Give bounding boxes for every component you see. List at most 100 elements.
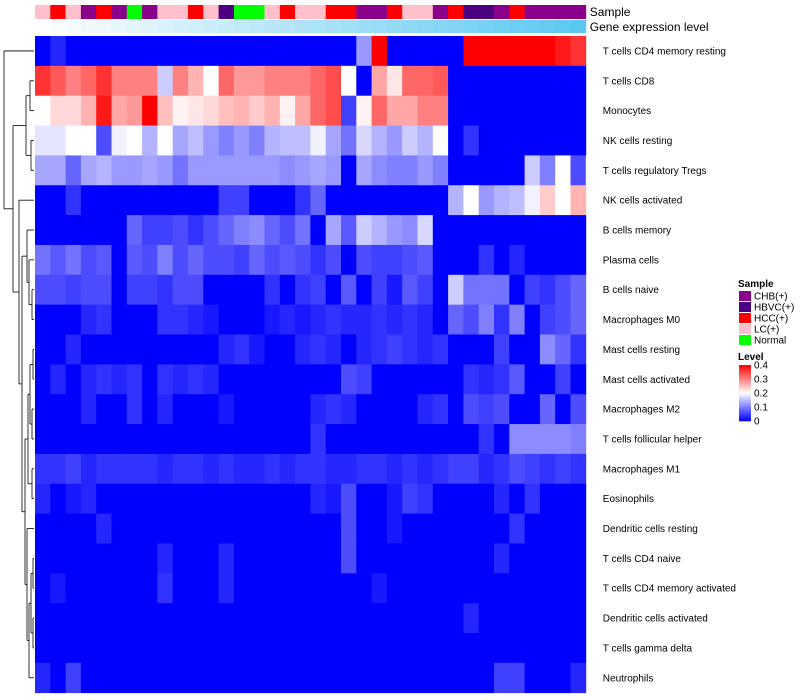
heatmap-cell — [65, 603, 82, 634]
heatmap-cell — [142, 573, 158, 604]
heatmap-cell — [341, 244, 357, 276]
sample-legend-label: HBVC(+) — [754, 303, 794, 314]
heatmap-cell — [524, 65, 541, 97]
heatmap-cell — [35, 125, 51, 156]
heatmap-cell — [478, 453, 495, 485]
heatmap-cell — [325, 543, 342, 574]
heatmap-cell — [35, 603, 51, 634]
heatmap-cell — [142, 36, 158, 67]
heatmap-cell — [157, 274, 174, 306]
heatmap-cell — [126, 244, 143, 276]
heatmap-cell — [524, 215, 541, 246]
heatmap-cell — [172, 573, 189, 604]
heatmap-cell — [509, 394, 525, 425]
heatmap-cell — [310, 424, 327, 455]
heatmap-cell — [279, 424, 296, 455]
heatmap-cell — [157, 573, 174, 604]
heatmap-cell — [371, 334, 388, 365]
heatmap-cell — [325, 483, 342, 514]
heatmap-cell — [356, 304, 372, 335]
row-label: Mast cells resting — [603, 345, 680, 356]
heatmap-cell — [402, 95, 418, 126]
heatmap-cell — [218, 125, 235, 156]
heatmap-cell — [371, 543, 388, 574]
heatmap-cell — [295, 603, 311, 634]
heatmap-cell — [126, 662, 143, 694]
heatmap-cell — [310, 185, 327, 216]
heatmap-cell — [494, 424, 510, 455]
row-label: T cells CD4 memory resting — [603, 46, 726, 57]
heatmap-cell — [494, 65, 510, 97]
heatmap-cell — [65, 125, 82, 156]
heatmap-cell — [188, 215, 204, 246]
heatmap-cell — [509, 603, 525, 634]
sample-annotation-cell — [111, 5, 128, 19]
heatmap-cell — [356, 244, 372, 276]
heatmap-cell — [402, 633, 418, 664]
heatmap-cell — [371, 304, 388, 335]
expression-annotation-cell — [126, 20, 143, 33]
heatmap-cell — [249, 304, 265, 335]
sample-annotation-cell — [188, 5, 204, 19]
sample-annotation-cell — [386, 5, 403, 19]
heatmap-cell — [555, 65, 571, 97]
heatmap-cell — [142, 424, 158, 455]
sample-annotation-cell — [295, 5, 311, 19]
heatmap-cell — [448, 334, 464, 365]
heatmap-cell — [463, 483, 480, 514]
sample-annotation-cell — [80, 5, 97, 19]
level-legend-tick: 0.2 — [754, 389, 768, 400]
heatmap-cell — [371, 244, 388, 276]
heatmap-cell — [142, 155, 158, 186]
level-gradient-segment — [739, 365, 751, 367]
heatmap-cell — [96, 95, 112, 126]
sample-annotation-cell — [264, 5, 281, 19]
heatmap-cell — [417, 573, 434, 604]
heatmap-cell — [111, 274, 128, 306]
heatmap-cell — [448, 364, 464, 395]
heatmap-cell — [50, 662, 66, 694]
heatmap-cell — [417, 244, 434, 276]
heatmap-cell — [371, 513, 388, 544]
level-gradient-segment — [739, 386, 751, 388]
heatmap-cell — [402, 513, 418, 544]
level-gradient-segment — [739, 370, 751, 373]
heatmap-cell — [539, 662, 556, 694]
heatmap-cell — [295, 185, 311, 216]
level-gradient-segment — [739, 379, 751, 381]
row-label: Plasma cells — [603, 255, 659, 266]
heatmap-cell — [203, 95, 219, 126]
heatmap-cell — [539, 125, 556, 156]
heatmap-cell — [65, 633, 82, 664]
sample-annotation-cell — [325, 5, 342, 19]
heatmap-cell — [218, 662, 235, 694]
heatmap-cell — [50, 304, 66, 335]
heatmap-cell — [325, 424, 342, 455]
heatmap-cell — [310, 513, 327, 544]
heatmap-cell — [126, 603, 143, 634]
heatmap-cell — [570, 513, 587, 544]
heatmap-cell — [80, 125, 97, 156]
heatmap-cell — [463, 394, 480, 425]
heatmap-cell — [478, 662, 495, 694]
heatmap-cell — [218, 274, 235, 306]
heatmap-cell — [50, 603, 66, 634]
level-gradient-segment — [739, 401, 751, 404]
heatmap-cell — [417, 424, 434, 455]
heatmap-cell — [249, 483, 265, 514]
heatmap-cell — [448, 543, 464, 574]
heatmap-cell — [218, 483, 235, 514]
heatmap-cell — [325, 244, 342, 276]
heatmap-cell — [341, 513, 357, 544]
heatmap-cell — [524, 334, 541, 365]
heatmap-cell — [188, 95, 204, 126]
sample-legend-label: Normal — [754, 336, 786, 347]
heatmap-cell — [218, 215, 235, 246]
heatmap-cell — [494, 36, 510, 67]
heatmap-cell — [264, 125, 281, 156]
heatmap-cell — [96, 334, 112, 365]
level-gradient-segment — [739, 374, 751, 377]
heatmap-cell — [402, 334, 418, 365]
sample-annotation-cell — [448, 5, 464, 19]
